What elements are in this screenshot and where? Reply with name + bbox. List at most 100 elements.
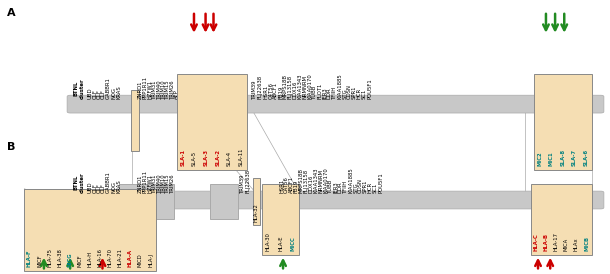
Bar (253, 178, 260, 225)
Text: MICB: MICB (584, 236, 589, 251)
Text: HLAx: HLAx (574, 237, 579, 251)
Text: C4T56: C4T56 (268, 82, 273, 99)
Text: HLA-30: HLA-30 (266, 232, 271, 251)
Text: TRIM39: TRIM39 (253, 79, 257, 99)
Text: KIAA1885: KIAA1885 (337, 73, 342, 99)
Text: PPP1R11: PPP1R11 (143, 170, 148, 193)
Text: FLJ22638: FLJ22638 (246, 169, 251, 193)
Text: TRIM10: TRIM10 (161, 173, 166, 193)
Text: AFP: AFP (174, 89, 179, 99)
Text: MICD: MICD (138, 253, 143, 267)
Text: ZNRD1: ZNRD1 (138, 175, 143, 193)
Text: UBD: UBD (88, 87, 93, 99)
Text: SLA-8: SLA-8 (560, 149, 565, 166)
Text: SLA-5: SLA-5 (192, 151, 197, 166)
Text: KIAA1885: KIAA1885 (348, 167, 353, 193)
Text: HZFW1: HZFW1 (148, 79, 152, 99)
Text: CDSN: CDSN (347, 84, 352, 99)
Text: OLF: OLF (97, 89, 102, 99)
Text: HLA-B: HLA-B (544, 233, 548, 251)
Text: FLJ13158: FLJ13158 (288, 75, 293, 99)
Text: TRIM40: TRIM40 (157, 173, 162, 193)
Text: HLA-J: HLA-J (148, 253, 153, 267)
Text: ABCF1: ABCF1 (289, 176, 294, 193)
Text: MICA: MICA (564, 238, 569, 251)
Text: MIC1: MIC1 (548, 151, 554, 166)
Text: IER3: IER3 (322, 87, 327, 99)
Text: B: B (7, 142, 16, 152)
Text: MICC: MICC (290, 236, 295, 251)
Text: GABBR1: GABBR1 (106, 77, 111, 99)
Text: NRMNRM: NRMNRM (303, 75, 307, 99)
Bar (534, 74, 592, 170)
Text: A: A (7, 8, 16, 18)
Text: MICF: MICF (77, 255, 82, 267)
Text: ABCF1: ABCF1 (273, 82, 278, 99)
Text: HLA-E: HLA-E (278, 235, 283, 251)
Text: KRAS: KRAS (117, 85, 121, 99)
Text: OLF: OLF (93, 89, 98, 99)
Text: HLA-75: HLA-75 (47, 248, 52, 267)
Text: DDR: DDR (338, 182, 343, 193)
Text: KIAA0170: KIAA0170 (307, 73, 312, 99)
Text: HSR1: HSR1 (279, 179, 284, 193)
Text: FB19: FB19 (294, 180, 299, 193)
Text: SLA-11: SLA-11 (239, 147, 244, 166)
Text: KIAA1343: KIAA1343 (314, 168, 318, 193)
Text: OLF: OLF (97, 183, 102, 193)
Text: HLA-H: HLA-H (87, 251, 93, 267)
Text: SPR1: SPR1 (363, 180, 368, 193)
Bar (177, 74, 247, 170)
Text: SC1: SC1 (373, 183, 378, 193)
Text: CAT56: CAT56 (284, 176, 289, 193)
Text: SC1: SC1 (362, 88, 367, 99)
Text: FB19: FB19 (278, 85, 283, 99)
Text: MIC2: MIC2 (537, 151, 542, 166)
Text: TRIM15: TRIM15 (165, 173, 170, 193)
Bar (531, 184, 592, 255)
Text: POU5F1: POU5F1 (378, 172, 383, 193)
Text: SLA-2: SLA-2 (215, 149, 220, 166)
Text: FLOT1: FLOT1 (317, 82, 322, 99)
Text: UBD: UBD (88, 182, 93, 193)
Text: DDR: DDR (327, 87, 332, 99)
Text: BTNL
cluster: BTNL cluster (74, 172, 85, 193)
Text: NOG: NOG (112, 87, 117, 99)
Text: DDX16: DDX16 (293, 80, 298, 99)
Bar (210, 184, 238, 219)
FancyBboxPatch shape (67, 95, 604, 113)
Text: SLA-4: SLA-4 (227, 151, 232, 166)
Text: TRIM40: TRIM40 (157, 79, 162, 99)
FancyBboxPatch shape (67, 191, 604, 209)
Text: CDSN: CDSN (358, 178, 363, 193)
Text: HZFW1: HZFW1 (148, 174, 152, 193)
Text: FLJ22638: FLJ22638 (258, 75, 263, 99)
Text: HLA-38: HLA-38 (57, 248, 62, 267)
Bar (262, 184, 299, 255)
Text: HCR: HCR (368, 182, 373, 193)
Text: HLA-32: HLA-32 (254, 203, 259, 222)
Text: HLA-70: HLA-70 (107, 248, 113, 267)
Text: SLA-7: SLA-7 (572, 149, 577, 166)
Text: SPR1: SPR1 (352, 85, 357, 99)
Bar (119, 184, 174, 219)
Text: DDX16: DDX16 (309, 175, 314, 193)
Text: STG: STG (342, 88, 347, 99)
Text: FLJ13158: FLJ13158 (304, 169, 309, 193)
Text: GABBR1: GABBR1 (106, 171, 111, 193)
Text: OLF: OLF (101, 89, 106, 99)
Text: HLA-17: HLA-17 (554, 232, 559, 251)
Text: POU5F1: POU5F1 (367, 78, 372, 99)
Text: BTNL
cluster: BTNL cluster (74, 78, 85, 99)
Bar (131, 90, 139, 151)
Text: KIAA1343: KIAA1343 (298, 73, 303, 99)
Text: TFIIH: TFIIH (343, 180, 348, 193)
Text: OLF: OLF (93, 183, 98, 193)
Text: HLA-F: HLA-F (27, 250, 32, 267)
Text: HLA-21: HLA-21 (118, 248, 123, 267)
Text: TRIM31: TRIM31 (152, 174, 157, 193)
Text: ZNRD1: ZNRD1 (138, 80, 143, 99)
Text: NICG: NICG (67, 253, 73, 267)
Text: TRIM31: TRIM31 (152, 79, 157, 99)
Text: SLA-3: SLA-3 (204, 149, 209, 166)
